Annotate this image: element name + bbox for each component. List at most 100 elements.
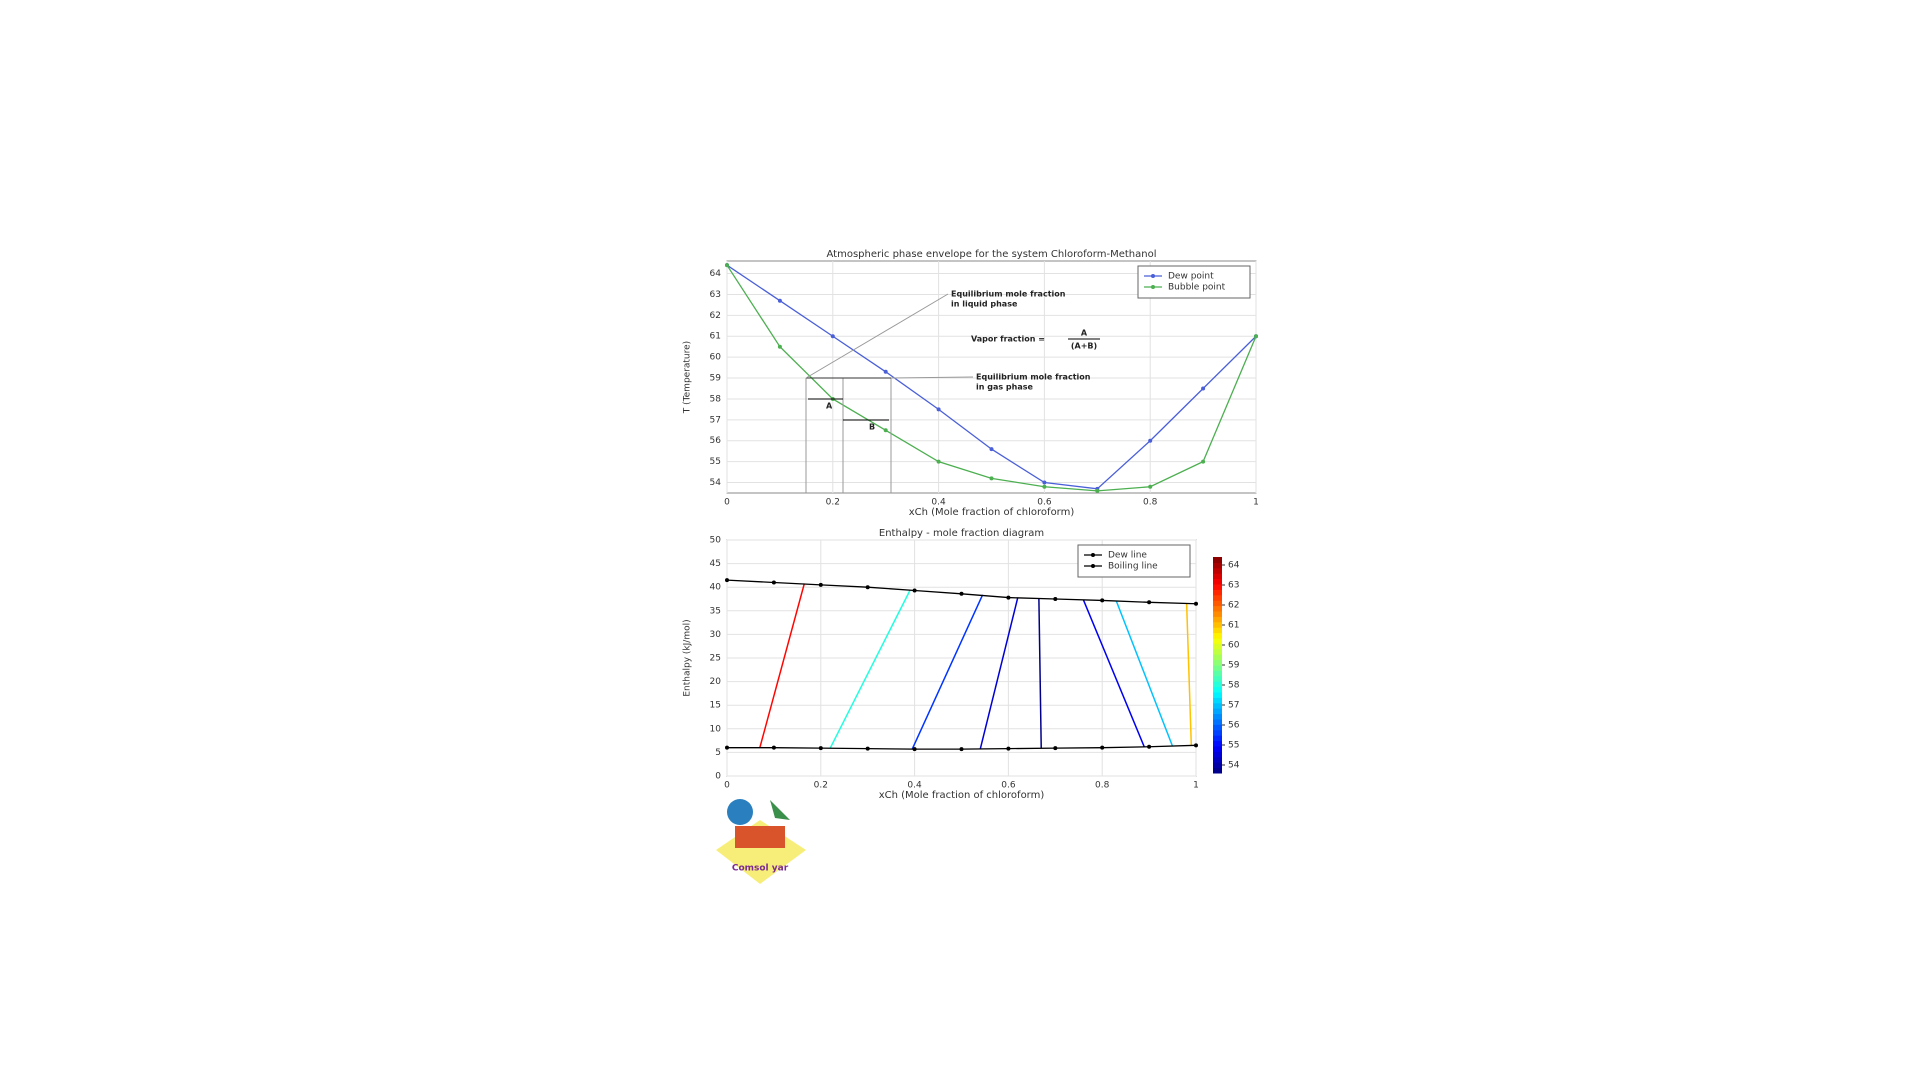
colorbar-segment (1213, 632, 1222, 639)
y-tick-label: 59 (710, 374, 722, 384)
tie-line (829, 590, 911, 749)
data-point (1053, 746, 1058, 751)
colorbar-segment (1213, 697, 1222, 704)
colorbar-segment (1213, 686, 1222, 693)
colorbar-segment (1213, 692, 1222, 698)
data-point (989, 447, 994, 452)
colorbar-label: 61 (1228, 621, 1239, 631)
x-tick-label: 0.4 (931, 498, 946, 508)
data-point (1254, 334, 1258, 339)
colorbar-segment (1213, 675, 1222, 682)
colorbar-segment (1213, 670, 1222, 677)
data-point (912, 588, 917, 593)
x-axis-label: xCh (Mole fraction of chloroform) (909, 507, 1075, 518)
x-tick-label: 0.8 (1143, 498, 1158, 508)
x-tick-label: 1 (1253, 498, 1259, 508)
logo-text: Comsol yar (732, 864, 789, 874)
legend-marker (1151, 274, 1155, 278)
y-tick-label: 35 (710, 606, 721, 616)
data-point (883, 369, 888, 374)
colorbar-label: 64 (1228, 561, 1240, 571)
colorbar-label: 54 (1228, 761, 1240, 771)
data-point (936, 459, 941, 464)
colorbar-segment (1213, 767, 1222, 774)
x-axis-label: xCh (Mole fraction of chloroform) (879, 790, 1045, 801)
colorbar-segment (1213, 573, 1222, 580)
colorbar-segment (1213, 589, 1222, 596)
data-point (818, 746, 823, 751)
colorbar-segment (1213, 567, 1222, 574)
colorbar-segment (1213, 648, 1222, 655)
guide-line (805, 293, 949, 379)
logo-globe (727, 799, 753, 825)
data-point (1042, 484, 1047, 489)
y-tick-label: 30 (710, 630, 722, 640)
data-point (1194, 601, 1198, 606)
legend-marker (1091, 553, 1095, 557)
x-tick-label: 1 (1193, 781, 1199, 791)
colorbar-segment (1213, 681, 1222, 688)
logo-figure (735, 826, 785, 848)
colorbar-segment (1213, 713, 1222, 720)
data-point (989, 476, 994, 481)
y-tick-label: 57 (710, 415, 721, 425)
colorbar-segment (1213, 654, 1222, 661)
tie-line (1082, 599, 1146, 748)
plot-area (726, 260, 1257, 494)
annotation: Equilibrium mole fraction (951, 290, 1066, 299)
colorbar-segment (1213, 746, 1222, 752)
x-tick-label: 0 (724, 498, 730, 508)
colorbar-segment (1213, 665, 1222, 671)
colorbar-segment (1213, 751, 1222, 758)
legend-label: Boiling line (1108, 562, 1158, 572)
legend-marker (1091, 564, 1095, 568)
data-point (1201, 459, 1206, 464)
colorbar-label: 59 (1228, 661, 1240, 671)
y-axis-label: Enthalpy (kJ/mol) (683, 619, 693, 696)
data-point (725, 745, 729, 750)
colorbar-segment (1213, 729, 1222, 736)
annotation: Vapor fraction = (971, 335, 1045, 344)
legend-marker (1151, 285, 1155, 289)
colorbar-segment (1213, 611, 1222, 617)
y-tick-label: 25 (710, 654, 721, 664)
annotation-guides (805, 293, 1100, 493)
data-point (865, 746, 870, 751)
colorbar-segment (1213, 605, 1222, 612)
tie-line (1115, 600, 1174, 747)
y-tick-label: 62 (710, 311, 721, 321)
legend (1077, 544, 1191, 578)
data-point (1201, 386, 1206, 391)
data-point (1042, 480, 1047, 485)
x-tick-label: 0.2 (814, 781, 828, 791)
data-point (865, 585, 870, 590)
colorbar-segment (1213, 638, 1222, 644)
data-point (725, 263, 729, 268)
legend-label: Dew line (1108, 551, 1147, 561)
data-point (1147, 744, 1152, 749)
colorbar-label: 63 (1228, 581, 1239, 591)
data-point (1053, 597, 1058, 601)
data-point (1148, 438, 1153, 443)
x-tick-label: 0.6 (1037, 498, 1052, 508)
annotation: A (1081, 329, 1088, 338)
colorbar-segment (1213, 584, 1222, 590)
legend-label: Bubble point (1168, 283, 1226, 293)
logo-leaf (770, 800, 790, 820)
y-tick-label: 40 (710, 583, 722, 593)
data-point (959, 747, 964, 752)
y-tick-label: 58 (710, 394, 722, 404)
tie-line (1185, 603, 1193, 746)
data-point (771, 745, 776, 750)
legend-label: Dew point (1168, 272, 1214, 282)
colorbar-segment (1213, 708, 1222, 715)
y-tick-label: 20 (710, 677, 722, 687)
colorbar-label: 62 (1228, 601, 1239, 611)
annotation: (A+B) (1071, 342, 1097, 351)
colorbar-segment (1213, 616, 1222, 623)
tie-line (759, 583, 806, 748)
colorbar-segment (1213, 762, 1222, 769)
colorbar-segment (1213, 562, 1222, 569)
y-tick-label: 5 (715, 748, 721, 758)
